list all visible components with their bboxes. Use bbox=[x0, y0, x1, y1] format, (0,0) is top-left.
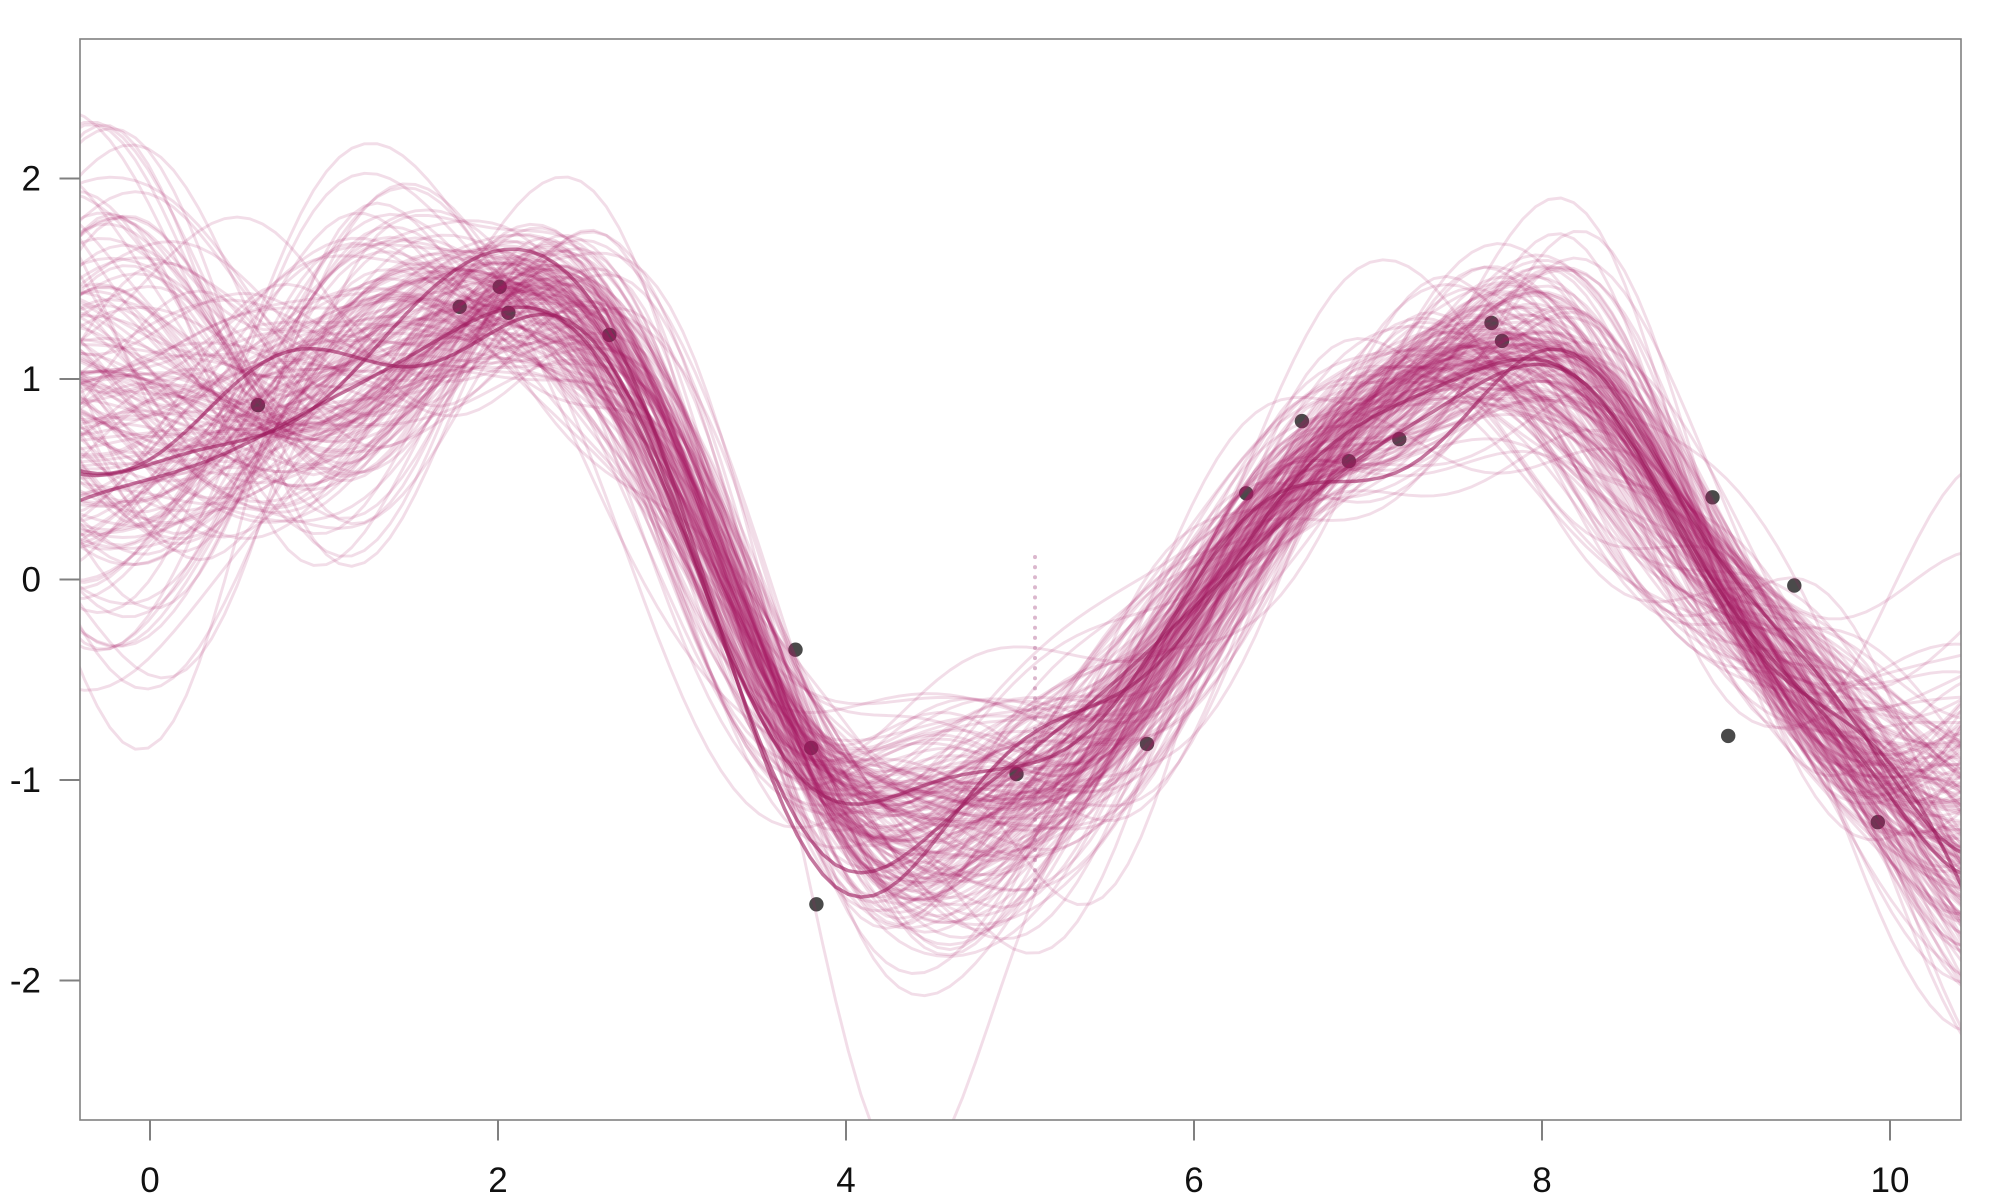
svg-text:4: 4 bbox=[836, 1161, 855, 1200]
svg-text:8: 8 bbox=[1532, 1161, 1551, 1200]
svg-text:10: 10 bbox=[1871, 1161, 1910, 1200]
svg-text:1: 1 bbox=[22, 360, 41, 399]
svg-text:-1: -1 bbox=[10, 761, 41, 800]
svg-text:-2: -2 bbox=[10, 962, 41, 1001]
svg-text:2: 2 bbox=[488, 1161, 507, 1200]
svg-text:6: 6 bbox=[1184, 1161, 1203, 1200]
svg-text:2: 2 bbox=[22, 160, 41, 199]
svg-text:0: 0 bbox=[140, 1161, 159, 1200]
svg-text:0: 0 bbox=[22, 561, 41, 600]
